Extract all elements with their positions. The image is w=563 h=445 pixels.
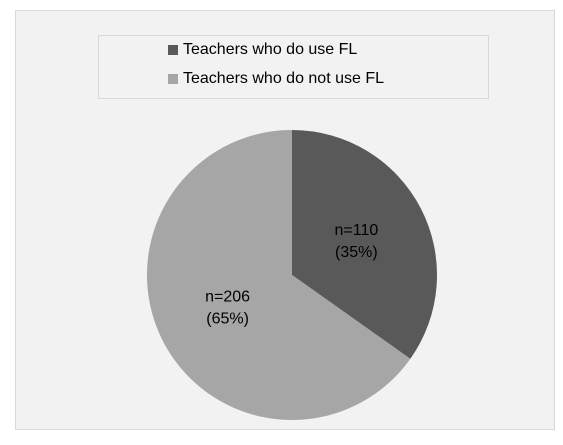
slice-count-label: n=206 [205,289,250,306]
slice-count-label: n=110 [335,222,379,239]
slice-share-label: (65%) [206,311,249,328]
legend-swatch [168,45,178,55]
pie-slice [292,130,437,359]
slice-share-label: (35%) [335,244,378,261]
legend-label: Teachers who do not use FL [183,70,384,87]
legend-label: Teachers who do use FL [183,41,357,58]
legend-swatch [168,74,178,84]
legend-box [98,35,489,99]
pie-slice [147,130,411,420]
